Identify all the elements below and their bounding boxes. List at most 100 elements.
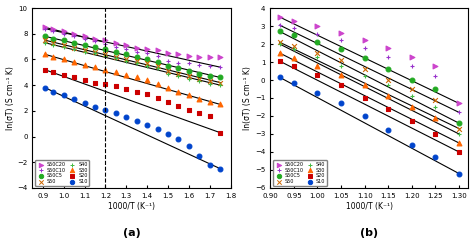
Point <box>455 101 463 105</box>
Point <box>154 49 162 52</box>
Point <box>41 25 49 29</box>
Point <box>290 26 298 30</box>
Point <box>337 38 345 42</box>
Point <box>432 87 439 91</box>
Point <box>123 87 130 91</box>
Point <box>432 116 439 120</box>
Text: (b): (b) <box>360 228 378 237</box>
Point <box>217 55 224 59</box>
Point <box>337 64 345 68</box>
Point <box>196 63 203 67</box>
Point <box>314 40 321 44</box>
Point <box>290 56 298 60</box>
Point <box>154 96 162 100</box>
Point <box>276 75 283 79</box>
Point <box>70 97 78 101</box>
Point <box>432 155 439 159</box>
Point <box>175 90 182 94</box>
Point <box>384 84 392 87</box>
Point <box>81 37 88 41</box>
Point <box>70 32 78 36</box>
Y-axis label: ln(σT) (S cm⁻¹ K): ln(σT) (S cm⁻¹ K) <box>6 66 15 130</box>
Point <box>154 54 162 58</box>
Point <box>175 137 182 141</box>
Point <box>112 50 120 54</box>
Point <box>314 64 321 68</box>
Point <box>91 51 99 55</box>
Point <box>49 41 57 45</box>
Point <box>455 132 463 136</box>
Point <box>60 45 67 49</box>
Point <box>41 52 49 56</box>
Point <box>455 121 463 125</box>
X-axis label: 1000/T (K⁻¹): 1000/T (K⁻¹) <box>108 202 155 211</box>
Point <box>102 82 109 86</box>
Point <box>60 73 67 77</box>
Point <box>164 51 172 55</box>
Point <box>196 111 203 115</box>
Point <box>49 37 57 41</box>
Point <box>432 105 439 109</box>
Point <box>361 74 368 78</box>
Point <box>164 132 172 136</box>
Point <box>455 110 463 114</box>
Point <box>49 90 57 94</box>
Point <box>133 61 141 65</box>
Point <box>384 94 392 98</box>
Point <box>290 81 298 85</box>
Point <box>81 50 88 54</box>
Point <box>164 72 172 75</box>
Point <box>185 61 193 65</box>
Point <box>91 39 99 43</box>
Point <box>123 115 130 119</box>
Point <box>123 47 130 51</box>
Point <box>276 23 283 27</box>
Point <box>81 49 88 52</box>
Point <box>81 63 88 67</box>
Point <box>49 29 57 33</box>
Point <box>70 46 78 50</box>
Point <box>81 34 88 38</box>
Point <box>206 55 214 59</box>
Point <box>91 37 99 41</box>
Point <box>276 51 283 55</box>
Point <box>112 55 120 59</box>
Point <box>217 65 224 69</box>
Point <box>133 75 141 79</box>
Point <box>408 87 416 91</box>
Point <box>133 55 141 59</box>
Point <box>185 74 193 78</box>
Point <box>133 119 141 123</box>
Point <box>337 31 345 35</box>
Point <box>81 101 88 105</box>
Point <box>185 77 193 81</box>
Point <box>60 38 67 42</box>
Point <box>102 108 109 111</box>
Point <box>102 68 109 72</box>
Point <box>196 55 203 59</box>
Point <box>60 32 67 36</box>
Point <box>206 64 214 68</box>
Point <box>41 27 49 31</box>
Point <box>196 72 203 75</box>
Point <box>408 105 416 109</box>
Point <box>408 143 416 147</box>
Legend: S50C20, S50C10, S50C5, S50, S40, S30, S20, S10: S50C20, S50C10, S50C5, S50, S40, S30, S2… <box>35 160 89 185</box>
Point <box>123 43 130 47</box>
Point <box>154 64 162 68</box>
Point <box>133 90 141 94</box>
Point <box>112 70 120 74</box>
Point <box>112 41 120 45</box>
Point <box>455 172 463 175</box>
Point <box>217 81 224 85</box>
Point <box>384 128 392 132</box>
Point <box>164 69 172 73</box>
Legend: S50C20, S50C10, S50C5, S50, S40, S30, S20, S10: S50C20, S50C10, S50C5, S50, S40, S30, S2… <box>273 160 327 185</box>
Point <box>41 38 49 42</box>
Point <box>154 127 162 131</box>
Point <box>408 64 416 68</box>
Point <box>361 38 368 42</box>
Point <box>70 60 78 64</box>
Point <box>314 55 321 59</box>
Point <box>144 61 151 65</box>
